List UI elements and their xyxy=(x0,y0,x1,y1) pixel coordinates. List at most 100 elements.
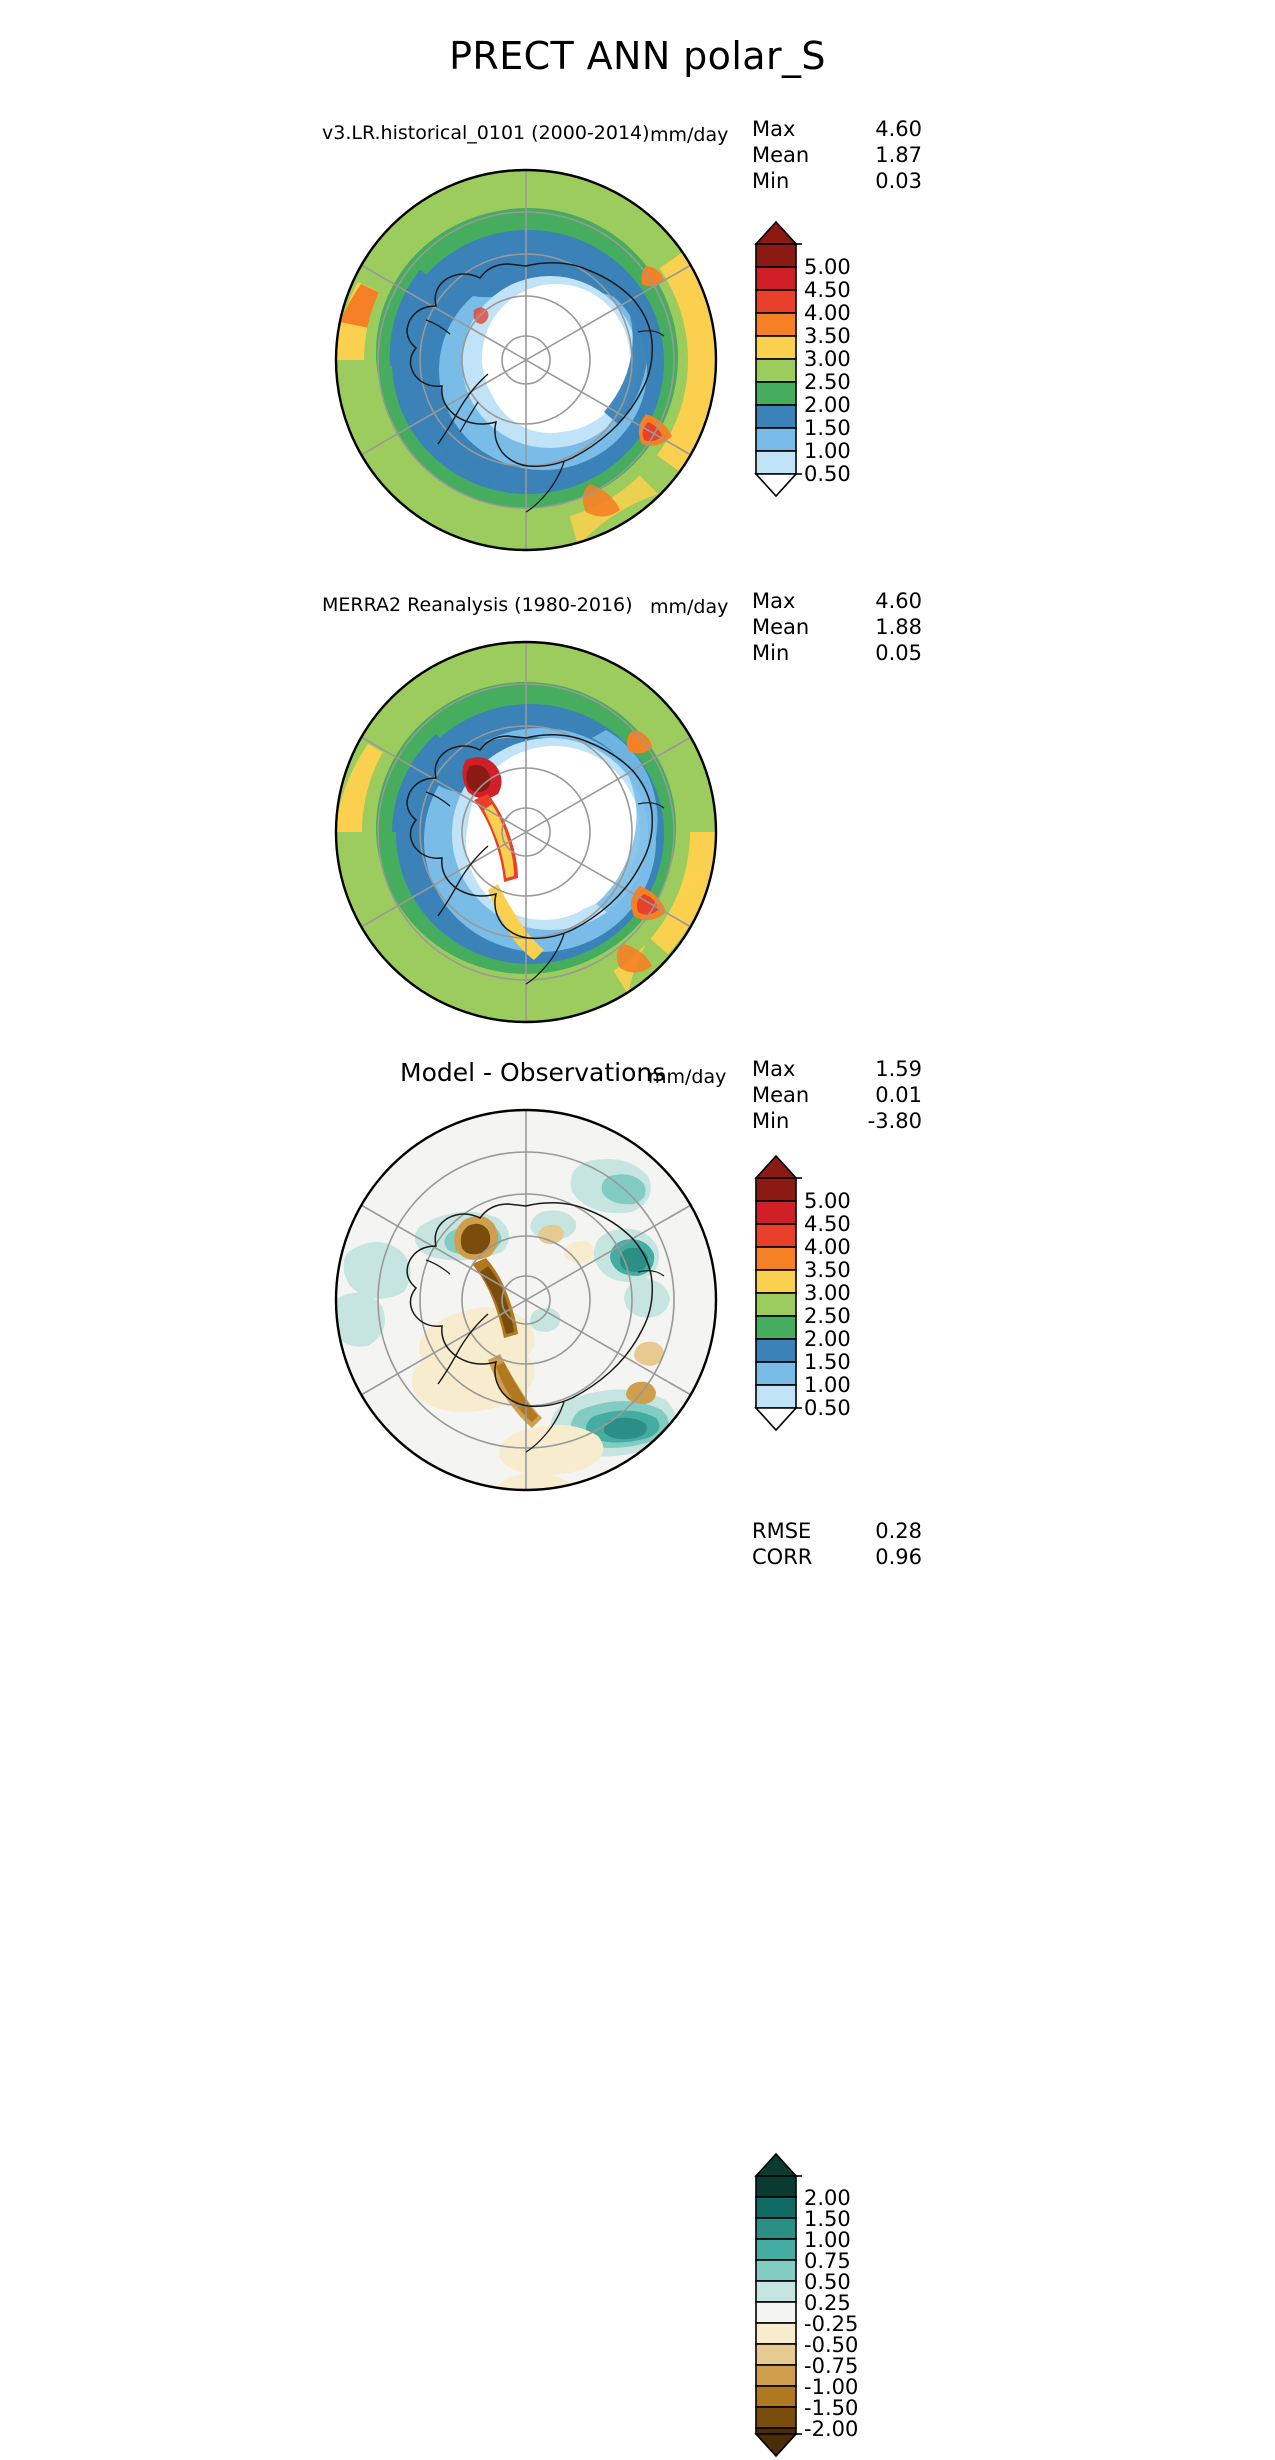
stat-value: 0.05 xyxy=(875,641,922,665)
colorbar-tick: -1.50 xyxy=(804,2396,859,2420)
stat-row: RMSE 0.28 xyxy=(752,1518,922,1544)
graticule-meridians xyxy=(360,170,692,550)
figure-canvas: PRECT ANN polar_S v3.LR.historical_0101 … xyxy=(322,34,922,2458)
stat-label: Min xyxy=(752,641,790,665)
colorbar-tick: 3.00 xyxy=(804,1281,851,1305)
colorbar-tick: 3.50 xyxy=(804,1258,851,1282)
colorbar-svg-model xyxy=(754,220,802,498)
coastline-antarctica xyxy=(406,262,665,513)
colorbar-svg-observations xyxy=(754,1154,802,1432)
colorbar-bands xyxy=(754,2152,798,2458)
stat-value: 4.60 xyxy=(875,589,922,613)
colorbar-tick: 3.50 xyxy=(804,324,851,348)
map-outer-boundary xyxy=(334,168,718,552)
colorbar-tick: 1.00 xyxy=(804,2228,851,2252)
stat-label: Mean xyxy=(752,615,810,639)
stat-value: 0.96 xyxy=(875,1545,922,1569)
stat-value: 4.60 xyxy=(875,117,922,141)
colorbar-tick: 5.00 xyxy=(804,1189,851,1213)
stat-label: RMSE xyxy=(752,1519,812,1543)
stat-row: Max 4.60 xyxy=(752,116,922,142)
stat-row: CORR 0.96 xyxy=(752,1544,922,1570)
panel-title-difference: Model - Observations xyxy=(400,1058,666,1087)
stat-row: Min 0.03 xyxy=(752,168,922,194)
stat-value: -3.80 xyxy=(867,1109,922,1133)
stats-block-model: Max 4.60 Mean 1.87 Min 0.03 xyxy=(752,116,922,194)
colorbar-tick: -0.25 xyxy=(804,2312,859,2336)
colorbar-tick: 1.00 xyxy=(804,439,851,463)
colorbar-ticks xyxy=(796,243,802,475)
stat-label: Max xyxy=(752,117,796,141)
graticule-meridians xyxy=(360,642,692,1022)
colorbar-bands xyxy=(754,1154,798,1432)
stat-value: 1.87 xyxy=(875,143,922,167)
colorbar-tick: -2.00 xyxy=(804,2417,859,2441)
map-svg-difference xyxy=(334,1108,718,1492)
stat-row: Max 1.59 xyxy=(752,1056,922,1082)
colorbar-tick: 3.00 xyxy=(804,347,851,371)
stat-row: Min 0.05 xyxy=(752,640,922,666)
map-outer-boundary xyxy=(334,1108,718,1492)
colorbar-tick: 1.50 xyxy=(804,2207,851,2231)
stat-label: CORR xyxy=(752,1545,813,1569)
coastline-antarctica xyxy=(406,1202,665,1453)
colorbar-bands xyxy=(754,220,798,498)
stat-row: Mean 1.87 xyxy=(752,142,922,168)
colorbar-tick: 2.50 xyxy=(804,370,851,394)
polar-map-model xyxy=(328,162,724,558)
panel-units-model: mm/day xyxy=(650,124,729,146)
colorbar-tick: -1.00 xyxy=(804,2375,859,2399)
page-title: PRECT ANN polar_S xyxy=(449,34,826,78)
stat-label: Mean xyxy=(752,1083,810,1107)
stats-block-observations: Max 4.60 Mean 1.88 Min 0.05 xyxy=(752,588,922,666)
panel-units-observations: mm/day xyxy=(650,596,729,618)
map-svg-model xyxy=(334,168,718,552)
colorbar-tick: 2.00 xyxy=(804,2186,851,2210)
colorbar-svg-difference xyxy=(754,2152,802,2458)
colorbar-tick: 2.00 xyxy=(804,393,851,417)
colorbar-tick: -0.75 xyxy=(804,2354,859,2378)
contour-fill-difference xyxy=(336,1110,716,1490)
stat-label: Max xyxy=(752,1057,796,1081)
stat-row: Max 4.60 xyxy=(752,588,922,614)
footer-stats-block: RMSE 0.28 CORR 0.96 xyxy=(752,1518,922,1570)
colorbar-difference: 2.00 1.50 1.00 0.75 0.50 0.25 -0.25 -0.5… xyxy=(748,2150,858,2460)
stat-label: Mean xyxy=(752,143,810,167)
colorbar-tick: 0.50 xyxy=(804,1396,851,1420)
colorbar-tick: 2.00 xyxy=(804,1327,851,1351)
colorbar-tick: 4.00 xyxy=(804,301,851,325)
stat-row: Mean 0.01 xyxy=(752,1082,922,1108)
colorbar-ticks xyxy=(796,2175,802,2435)
colorbar-tick: -0.50 xyxy=(804,2333,859,2357)
colorbar-model: 5.00 4.50 4.00 3.50 3.00 2.50 2.00 1.50 … xyxy=(748,218,851,500)
colorbar-tick: 5.00 xyxy=(804,255,851,279)
colorbar-observations: 5.00 4.50 4.00 3.50 3.00 2.50 2.00 1.50 … xyxy=(748,1152,851,1434)
colorbar-tick: 1.00 xyxy=(804,1373,851,1397)
stat-value: 1.88 xyxy=(875,615,922,639)
panel-title-model: v3.LR.historical_0101 (2000-2014) xyxy=(322,122,650,144)
colorbar-tick: 4.50 xyxy=(804,1212,851,1236)
colorbar-tick: 0.50 xyxy=(804,462,851,486)
stat-label: Min xyxy=(752,1109,790,1133)
stat-row: Mean 1.88 xyxy=(752,614,922,640)
stat-label: Min xyxy=(752,169,790,193)
polar-map-observations xyxy=(328,634,724,1030)
map-outer-boundary xyxy=(334,640,718,1024)
colorbar-tick: 0.50 xyxy=(804,2270,851,2294)
colorbar-tick: 0.75 xyxy=(804,2249,851,2273)
stat-value: 0.01 xyxy=(875,1083,922,1107)
stat-value: 1.59 xyxy=(875,1057,922,1081)
colorbar-tick: 0.25 xyxy=(804,2291,851,2315)
stat-label: Max xyxy=(752,589,796,613)
graticule-meridians xyxy=(360,1110,692,1490)
colorbar-tick: 1.50 xyxy=(804,1350,851,1374)
colorbar-tick: 1.50 xyxy=(804,416,851,440)
stat-value: 0.03 xyxy=(875,169,922,193)
stats-block-difference: Max 1.59 Mean 0.01 Min -3.80 xyxy=(752,1056,922,1134)
colorbar-tick: 2.50 xyxy=(804,1304,851,1328)
polar-map-difference xyxy=(328,1102,724,1498)
colorbar-ticks xyxy=(796,1177,802,1409)
panel-title-observations: MERRA2 Reanalysis (1980-2016) xyxy=(322,594,633,616)
panel-units-difference: mm/day xyxy=(648,1066,727,1088)
map-svg-observations xyxy=(334,640,718,1024)
